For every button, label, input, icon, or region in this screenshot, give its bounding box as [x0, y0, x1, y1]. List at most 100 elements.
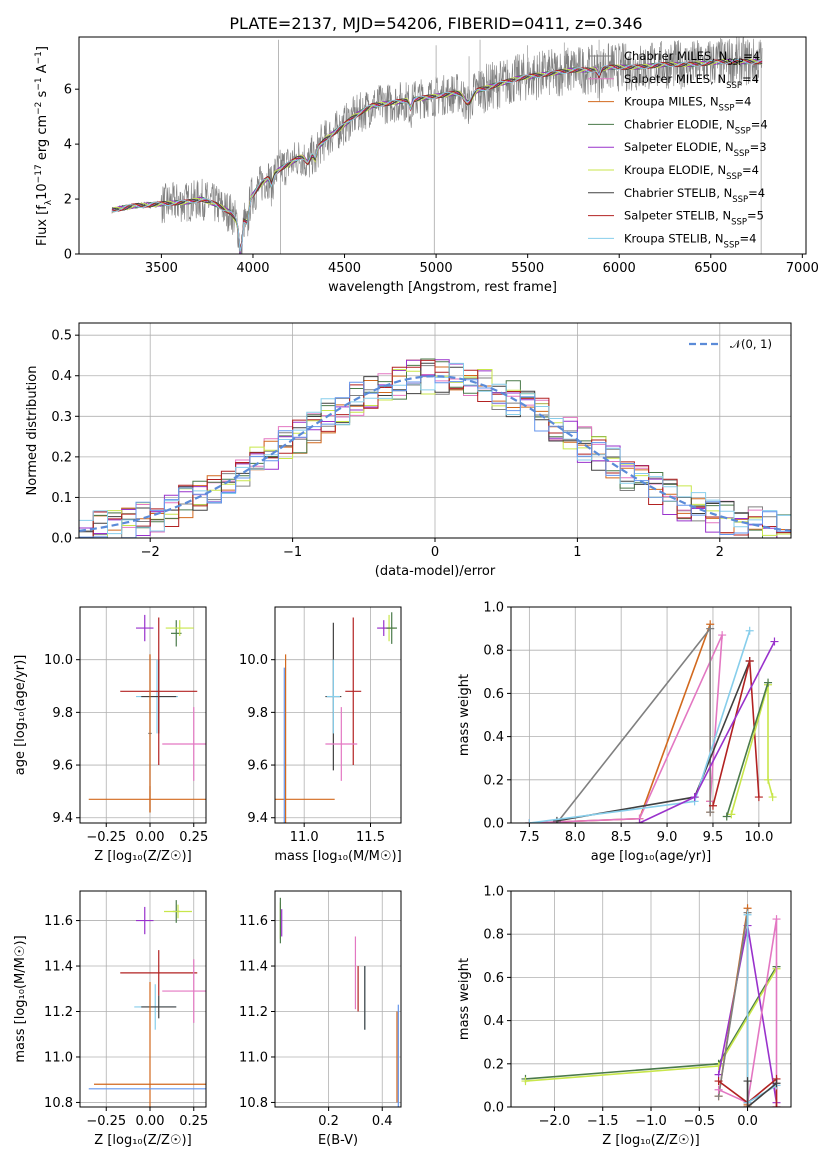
x-axis-label: wavelength [Angstrom, rest frame]: [328, 280, 557, 295]
legend-value: =4: [739, 231, 756, 245]
axes-frame: [274, 890, 402, 1108]
axes-frame: [510, 606, 792, 824]
legend-sub: SSP: [719, 104, 735, 114]
x-tick-label: 0.25: [179, 830, 208, 845]
x-axis-label: (data-model)/error: [375, 564, 496, 579]
x-tick-label: 11.5: [356, 830, 385, 845]
legend-entry: Salpeter MILES, NSSP=4: [624, 72, 759, 91]
y-tick-label: 0.4: [51, 369, 72, 384]
model-line: [111, 59, 763, 252]
y-tick-label: 0.0: [483, 817, 504, 832]
weight-marker: [772, 1079, 781, 1088]
x-tick-label: 5500: [511, 261, 544, 276]
weight-line: [718, 1077, 778, 1107]
legend-prefix: Kroupa MILES, N: [624, 95, 719, 109]
legend-sub: SSP: [735, 126, 751, 136]
x-tick-label: 0.2: [318, 1114, 339, 1129]
weight-line: [718, 918, 778, 1107]
panel-residuals: −2 −1 0 1 2 0.0 0.1 0.2 0.3 0.4 0.5 (data-model)/er…: [25, 322, 792, 579]
label-part: −2: [34, 102, 44, 115]
legend-entry: Chabrier STELIB, NSSP=4: [624, 186, 765, 205]
plot-area-spectrum: [111, 37, 763, 254]
weight-marker: [635, 819, 644, 823]
y-tick-label: 11.4: [239, 960, 268, 975]
weight-marker: [727, 810, 736, 819]
y-tick-label: 1.0: [483, 885, 504, 900]
weight-marker: [745, 657, 754, 665]
spectrum-data-line: [111, 37, 763, 254]
weight-marker: [743, 1103, 752, 1107]
x-tick-label: 0.0: [737, 1114, 758, 1129]
x-tick-label: −1.5: [587, 1114, 619, 1129]
x-tick-label: 3500: [145, 261, 178, 276]
weight-marker: [743, 910, 752, 919]
histogram-step: [79, 375, 791, 538]
x-tick-label: 4500: [328, 261, 361, 276]
y-tick-label: 9.8: [247, 706, 268, 721]
axes-frame: [79, 606, 207, 824]
weight-marker: [772, 1103, 781, 1107]
weight-marker: [708, 801, 717, 810]
legend-entry: Chabrier MILES, NSSP=4: [624, 49, 760, 68]
legend-prefix: Salpeter MILES, N: [624, 72, 726, 86]
y-tick-label: 9.4: [52, 811, 73, 826]
x-axis-label: Z [log₁₀(Z/Z☉)]: [602, 1133, 699, 1148]
panel-age_vs_Z: −0.25 0.00 0.25 9.4 9.6 9.8 10.0 Z [log₁₀(Z/Z☉)…: [13, 606, 208, 864]
y-tick-label: 0.3: [51, 410, 72, 425]
model-line: [111, 59, 763, 252]
y-axis-label: Normed distribution: [25, 366, 40, 496]
x-tick-label: 10.0: [744, 830, 773, 845]
x-tick-label: 5000: [420, 261, 453, 276]
chart-title: PLATE=2137, MJD=54206, FIBERID=0411, z=0…: [229, 14, 642, 33]
panel-mass_vs_ebv: 0.2 0.4 10.8 11.0 11.2 11.4 11.6 E(B-V): [239, 890, 402, 1148]
weight-marker: [754, 793, 763, 802]
weight-line: [746, 1081, 778, 1107]
legend-prefix: Kroupa ELODIE, N: [624, 163, 726, 177]
x-tick-label: −0.5: [683, 1114, 715, 1129]
weight-marker: [745, 626, 754, 635]
weight-line: [717, 912, 749, 1103]
label-part: A: [35, 64, 50, 77]
x-tick-label: −0.25: [86, 830, 126, 845]
legend-sub: SSP: [724, 240, 740, 250]
panel-age_vs_mass: 11.0 11.5 9.4 9.6 9.8 10.0 mass [log₁₀(M/M☉)]: [239, 606, 402, 864]
plot-area-mass_weight_vs_age: [525, 620, 779, 823]
x-tick-label: 0.00: [136, 1114, 165, 1129]
x-axis-label: Z [log₁₀(Z/Z☉)]: [94, 849, 191, 864]
y-tick-label: 1.0: [483, 601, 504, 616]
weight-marker: [521, 1077, 530, 1086]
x-tick-label: 0.25: [179, 1114, 208, 1129]
weight-marker: [706, 624, 715, 633]
y-tick-label: 0.6: [483, 971, 504, 986]
label-part: Flux [f: [35, 205, 50, 246]
axes-frame: [274, 606, 402, 824]
y-tick-label: 0.5: [51, 329, 72, 344]
weight-marker: [743, 1077, 752, 1086]
model-line: [111, 59, 763, 250]
x-tick-label: 9.0: [657, 830, 678, 845]
y-tick-label: 0.1: [51, 491, 72, 506]
x-tick-label: −0.25: [86, 1114, 126, 1129]
label-part: erg cm: [35, 115, 50, 164]
label-part: −17: [34, 164, 44, 183]
weight-marker: [764, 678, 773, 687]
panel-mass_vs_Z: −0.25 0.00 0.25 10.8 11.0 11.2 11.4 11.6 Z [log₁…: [13, 890, 208, 1148]
y-tick-label: 10.8: [239, 1096, 268, 1111]
y-tick-label: 0.2: [51, 450, 72, 465]
x-tick-label: 11.0: [290, 830, 319, 845]
weight-marker: [768, 793, 777, 802]
legend-entry: Kroupa ELODIE, NSSP=4: [624, 163, 759, 182]
weight-marker: [690, 793, 699, 802]
label-part: 10: [35, 183, 50, 200]
legend-gaussian: 𝒩(0, 1): [730, 337, 772, 351]
x-tick-label: 7.5: [519, 830, 540, 845]
y-tick-label: 0.0: [51, 532, 72, 547]
x-axis-label: mass [log₁₀(M/M☉)]: [274, 849, 401, 864]
legend-value: =4: [751, 117, 768, 131]
y-tick-label: 10.0: [44, 653, 73, 668]
x-tick-label: 6000: [603, 261, 636, 276]
y-tick-label: 11.0: [239, 1050, 268, 1065]
weight-marker: [718, 631, 727, 640]
weight-marker: [722, 812, 731, 821]
